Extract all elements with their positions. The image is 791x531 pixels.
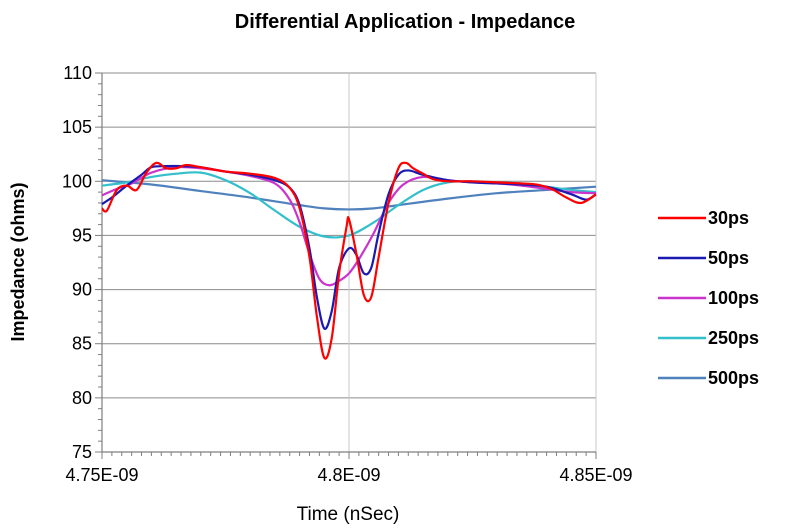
y-tick-label-3: 90 bbox=[72, 280, 92, 300]
legend-label-50ps: 50ps bbox=[708, 248, 749, 268]
series-layer bbox=[101, 161, 597, 360]
tick-labels: 75 80 85 90 95 100 105 110 4.75E-09 4.8E-09 4.85E-… bbox=[62, 63, 633, 485]
axes bbox=[95, 72, 597, 459]
y-tick-label-0: 75 bbox=[72, 442, 92, 462]
grid bbox=[102, 72, 597, 452]
legend-label-250ps: 250ps bbox=[708, 328, 759, 348]
legend-label-30ps: 30ps bbox=[708, 208, 749, 228]
legend-label-100ps: 100ps bbox=[708, 288, 759, 308]
y-tick-label-1: 80 bbox=[72, 388, 92, 408]
x-tick-label-2: 4.85E-09 bbox=[559, 465, 632, 485]
y-tick-label-7: 110 bbox=[63, 63, 92, 83]
x-tick-label-1: 4.8E-09 bbox=[317, 465, 380, 485]
chart-title: Differential Application - Impedance bbox=[235, 11, 575, 33]
legend: 30ps 50ps 100ps 250ps 500ps bbox=[658, 208, 759, 388]
y-tick-label-2: 85 bbox=[72, 334, 92, 354]
y-axis-label: Impedance (ohms) bbox=[8, 182, 28, 341]
y-tick-label-6: 105 bbox=[62, 117, 92, 137]
x-tick-label-0: 4.75E-09 bbox=[65, 465, 138, 485]
y-tick-label-4: 95 bbox=[72, 225, 92, 245]
series-line-500ps bbox=[101, 179, 597, 211]
y-tick-label-5: 100 bbox=[62, 171, 92, 191]
series-line-30ps bbox=[101, 161, 597, 360]
x-axis-label: Time (nSec) bbox=[297, 504, 400, 525]
legend-label-500ps: 500ps bbox=[708, 368, 759, 388]
